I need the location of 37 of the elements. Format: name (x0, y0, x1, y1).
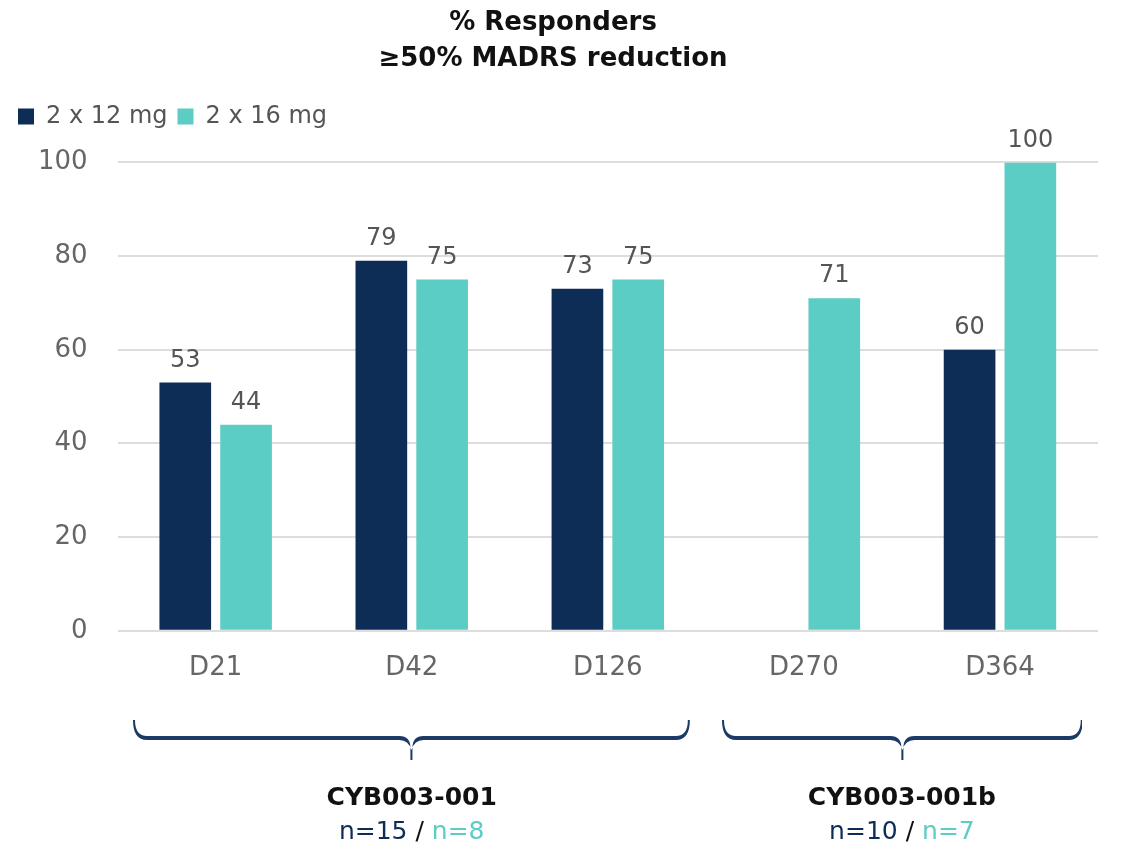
legend-label: 2 x 16 mg (205, 100, 328, 129)
data-label: 75 (426, 241, 458, 270)
text: CYB003-001b (806, 781, 997, 813)
y-tick-label: 80 (54, 238, 88, 269)
bar (159, 382, 212, 630)
bar (416, 279, 468, 630)
y-tick-label: 60 (54, 332, 88, 363)
legend-label: 2 x 12 mg (46, 100, 168, 129)
data-label: 73 (562, 251, 593, 280)
data-label: 60 (954, 311, 985, 340)
bar (808, 298, 861, 630)
data-label: 71 (819, 260, 850, 289)
y-tick-label: 100 (37, 145, 88, 176)
data-label: 79 (366, 223, 397, 251)
y-tick-label: 0 (71, 613, 88, 644)
x-tick-label: D42 (385, 651, 439, 682)
y-tick-label: 40 (54, 426, 88, 457)
data-label: 100 (1007, 124, 1054, 153)
x-tick-label: D270 (769, 651, 839, 682)
data-label: 75 (622, 241, 654, 270)
x-tick-label: D21 (189, 651, 243, 682)
chart-title: % Responders (449, 6, 657, 37)
x-tick-label: D364 (965, 651, 1035, 682)
text: CYB003-001 (325, 781, 498, 813)
data-label: 53 (170, 344, 201, 373)
bar (220, 424, 272, 630)
bar (551, 288, 604, 630)
y-tick-label: 20 (54, 519, 88, 550)
bar (1004, 162, 1057, 630)
bar (943, 349, 996, 630)
text: n=10 / n=7 (829, 816, 975, 845)
bar (355, 260, 408, 630)
bar (612, 279, 665, 630)
chart-subtitle: ≥50% MADRS reduction (378, 41, 728, 72)
x-tick-label: D126 (572, 651, 643, 682)
data-label: 44 (230, 386, 262, 415)
text: n=15 / n=8 (338, 816, 485, 845)
